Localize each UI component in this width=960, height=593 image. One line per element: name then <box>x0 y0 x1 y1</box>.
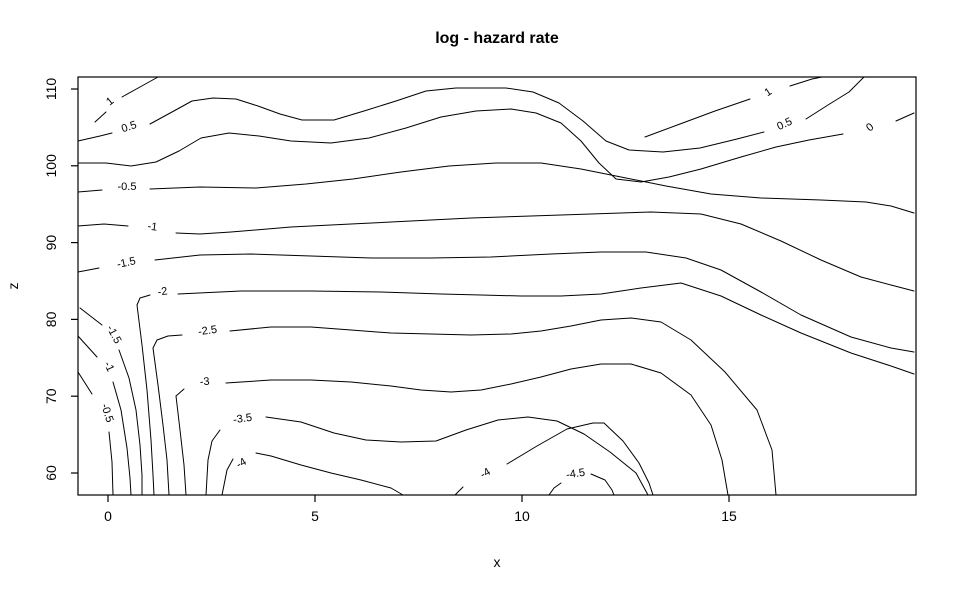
contour-label: 1 <box>104 95 116 108</box>
contour-label: 0.5 <box>775 116 794 133</box>
contour-line-level-1 <box>121 76 159 98</box>
contour-line-level--4.5 <box>590 473 615 496</box>
contour-line-level--3.5 <box>265 416 649 496</box>
contour-line-level--1.5 <box>79 307 103 326</box>
contour-label: -0.5 <box>98 402 115 424</box>
contour-label: -1.5 <box>116 255 137 271</box>
x-axis: 0 5 10 15 <box>104 495 737 524</box>
contour-line-level--1.5 <box>118 349 143 496</box>
contour-line-level--1.5 <box>77 267 100 273</box>
plot-frame <box>77 76 917 496</box>
contour-label: -3 <box>199 376 210 389</box>
y-tick-label: 110 <box>43 78 59 101</box>
contour-line-level-0 <box>895 112 915 122</box>
y-tick-label: 100 <box>43 154 59 178</box>
contour-label: 1 <box>763 86 775 99</box>
y-tick-label: 60 <box>43 465 59 481</box>
chart-title: log - hazard rate <box>435 30 559 47</box>
y-tick-label: 80 <box>43 311 59 327</box>
contour-label: -4 <box>478 466 492 481</box>
contour-line-level--4 <box>221 458 234 496</box>
contour-line-level-1 <box>94 111 107 123</box>
contour-line-level-0.5 <box>77 132 113 142</box>
contour-line-level--1 <box>77 223 129 227</box>
contour-label: -2.5 <box>197 324 217 339</box>
contour-lines-group <box>77 76 915 496</box>
contour-label: -4 <box>234 456 248 471</box>
y-tick-label: 90 <box>43 235 59 251</box>
x-tick-label: 10 <box>514 508 530 524</box>
x-tick-label: 5 <box>311 508 319 524</box>
contour-line-level--2 <box>177 282 915 375</box>
contour-label: 0 <box>864 121 876 134</box>
contour-line-level--2 <box>136 304 155 496</box>
contour-line-level--0.5 <box>108 431 114 496</box>
contour-line-level--2.5 <box>229 317 777 496</box>
contour-line-level--0.5 <box>77 189 103 193</box>
y-axis: 60 70 80 90 100 110 <box>43 78 78 481</box>
contour-label: -3.5 <box>232 412 252 427</box>
contour-line-level--1 <box>175 211 915 292</box>
contour-line-level--3 <box>225 363 729 496</box>
contour-line-level--4.5 <box>548 482 562 496</box>
y-tick-label: 70 <box>43 388 59 404</box>
contour-line-level-1 <box>644 98 751 138</box>
contour-label: -1 <box>147 220 158 233</box>
contour-line-level--2.5 <box>152 347 170 496</box>
contour-label: -1 <box>101 360 116 374</box>
x-axis-title: x <box>494 554 501 570</box>
contour-label: -4.5 <box>565 467 585 482</box>
contour-line-level--3 <box>175 388 185 397</box>
contour-line-level--0.5 <box>77 371 93 395</box>
contour-line-level--1 <box>77 335 98 358</box>
contour-label: -2 <box>157 285 168 298</box>
contour-line-level-0.5 <box>805 76 865 120</box>
contour-line-level--4 <box>506 422 654 496</box>
x-tick-label: 15 <box>721 508 737 524</box>
contour-line-level-1 <box>789 76 823 87</box>
contour-line-level--4 <box>255 452 404 496</box>
contour-label: 0.5 <box>120 119 138 135</box>
contour-line-level--2.5 <box>152 334 183 349</box>
contour-line-level-0 <box>77 108 844 183</box>
contour-line-level-0.5 <box>149 87 765 153</box>
contour-line-level--2 <box>136 294 151 306</box>
contour-line-level--3.5 <box>205 429 221 496</box>
contour-line-level--0.5 <box>149 162 915 214</box>
contour-label: -1.5 <box>104 323 124 345</box>
contour-label: -0.5 <box>118 181 137 193</box>
contour-line-level--1.5 <box>154 251 915 353</box>
x-tick-label: 0 <box>104 508 112 524</box>
contour-line-level--4 <box>454 486 464 496</box>
contour-labels-group: 1 0.5 -0.5 -1 -1.5 -2 -2.5 -3 -3.5 -4 -4 -4.5 1 0.5 0 -… <box>96 84 878 484</box>
contour-line-level--3 <box>175 395 187 496</box>
y-axis-title: z <box>5 283 21 290</box>
contour-line-level--1 <box>112 381 132 496</box>
